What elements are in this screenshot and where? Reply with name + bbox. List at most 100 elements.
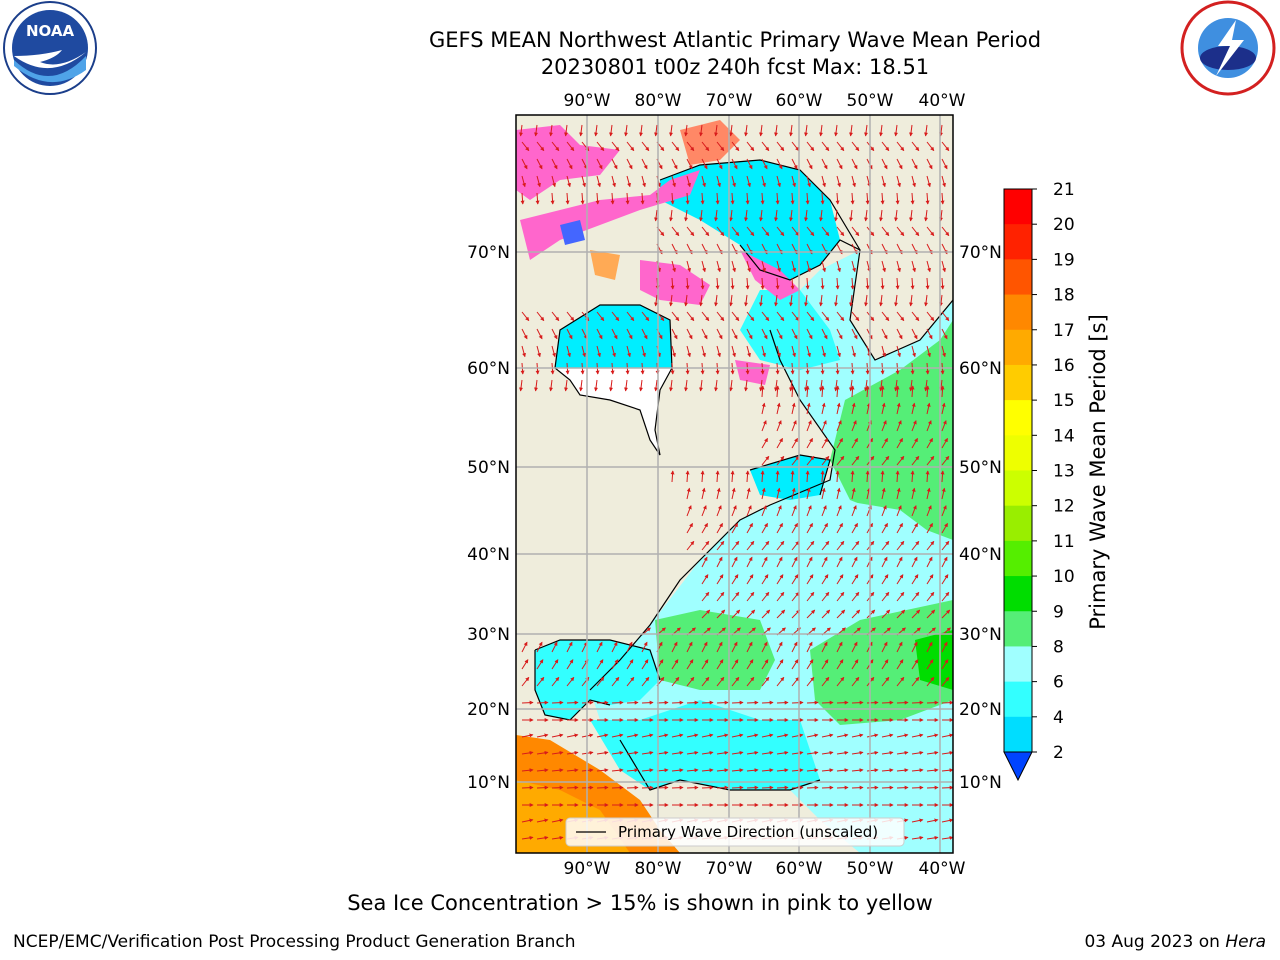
wave-arrow [941, 402, 946, 415]
wave-arrow [896, 609, 906, 619]
wave-arrow [596, 700, 609, 705]
wave-arrow [761, 487, 766, 500]
wave-arrow [639, 124, 644, 137]
wave-arrow [881, 345, 886, 358]
wave-arrow [881, 540, 890, 551]
wave-arrow [804, 209, 809, 222]
wave-arrow [761, 522, 768, 534]
wave-arrow [731, 487, 736, 500]
wave-arrow [566, 768, 579, 773]
wave-arrow [611, 733, 624, 738]
wave-arrow [806, 420, 812, 432]
lat-label: 20°N [959, 700, 1002, 720]
wave-arrow [851, 311, 860, 322]
wave-arrow [776, 328, 783, 340]
wave-arrow [821, 591, 830, 602]
wave-arrow [551, 768, 564, 773]
wave-arrow [851, 402, 856, 415]
wave-arrow [791, 402, 796, 415]
wave-arrow [881, 785, 894, 790]
wave-arrow [716, 345, 721, 358]
wave-arrow [834, 124, 839, 137]
wave-arrow [611, 141, 620, 152]
run-date-text: 03 Aug 2023 on [1084, 932, 1220, 952]
wave-arrow [701, 487, 706, 500]
wave-arrow [790, 470, 795, 483]
colorbar-extend-triangle [1003, 751, 1033, 782]
lon-label: 80°W [635, 859, 682, 879]
wave-arrow [761, 402, 766, 415]
wave-arrow [761, 556, 768, 568]
wave-arrow [835, 192, 840, 205]
wave-arrow [879, 294, 884, 307]
wave-arrow [909, 124, 914, 137]
wave-arrow [686, 785, 699, 790]
wave-arrow [849, 124, 854, 137]
wave-arrow [536, 328, 543, 340]
wave-arrow [851, 785, 864, 790]
wave-arrow [896, 750, 909, 755]
wave-arrow [520, 192, 525, 205]
wave-arrow [865, 192, 870, 205]
wave-arrow [566, 158, 573, 170]
wave-arrow [701, 141, 710, 152]
wave-arrow [941, 574, 949, 585]
lon-label: 90°W [564, 91, 611, 111]
wave-arrow [746, 175, 751, 188]
wave-arrow [941, 785, 953, 790]
wave-arrow [836, 609, 846, 619]
wave-arrow [761, 345, 766, 358]
wave-arrow [896, 556, 903, 568]
wave-arrow [641, 641, 648, 653]
wave-arrow [685, 192, 690, 205]
wave-arrow [746, 505, 752, 517]
wave-arrow [731, 141, 740, 152]
wave-arrow [594, 124, 599, 137]
wave-arrow [926, 659, 934, 670]
wave-arrow [731, 609, 741, 619]
wave-arrow [551, 141, 560, 152]
wave-arrow [654, 294, 659, 307]
wave-arrow [701, 750, 714, 755]
wave-arrow [896, 768, 909, 773]
wave-arrow [925, 277, 930, 290]
wave-arrow [851, 505, 857, 517]
wave-arrow [746, 641, 753, 653]
colorbar-tick-label: 4 [1053, 708, 1064, 728]
colorbar-cell [1004, 189, 1032, 225]
wave-arrow [896, 175, 901, 188]
wave-arrow [551, 311, 560, 322]
ocean-gulf [535, 640, 660, 720]
wave-arrow [746, 522, 753, 534]
wave-arrow [941, 175, 946, 188]
wave-arrow [836, 556, 843, 568]
wave-arrow [716, 733, 729, 738]
wave-arrow [564, 124, 569, 137]
wave-arrow [716, 556, 723, 568]
colorbar-cell [1004, 611, 1032, 647]
wave-arrow [866, 609, 876, 619]
wave-arrow [881, 437, 888, 449]
wave-arrow [716, 574, 724, 585]
wave-arrow [866, 402, 871, 415]
wave-arrow [821, 540, 830, 551]
wave-arrow [836, 540, 845, 551]
wave-arrow [835, 277, 840, 290]
wave-arrow [836, 522, 843, 534]
wave-arrow [941, 659, 949, 670]
wave-arrow [819, 124, 824, 137]
wave-arrow [521, 768, 534, 773]
wave-arrow [851, 328, 858, 340]
wave-arrow [791, 505, 797, 517]
wave-arrow [701, 641, 708, 653]
wave-arrow [880, 470, 885, 483]
colorbar-cell [1004, 681, 1032, 718]
wave-arrow [790, 277, 795, 290]
wave-arrow [806, 574, 814, 585]
wave-arrow [941, 311, 950, 322]
wave-arrow [731, 750, 744, 755]
wave-arrow [911, 260, 916, 273]
wave-arrow [701, 659, 709, 670]
wave-arrow [626, 175, 631, 188]
wave-arrow [686, 141, 695, 152]
